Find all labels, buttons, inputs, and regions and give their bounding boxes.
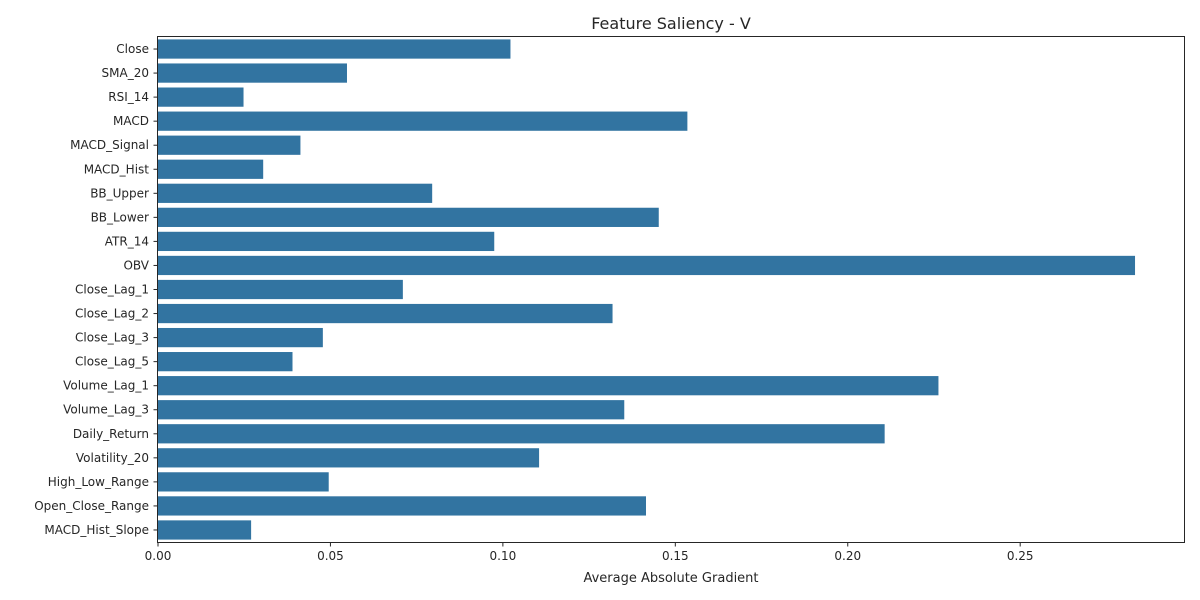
x-axis-label: Average Absolute Gradient xyxy=(583,571,758,586)
bar-volume-lag-1 xyxy=(158,376,939,396)
x-axis: 0.00 0.05 0.10 0.15 0.20 0.25 xyxy=(145,542,1034,563)
x-tick-label: 0.20 xyxy=(834,549,861,563)
bars-layer xyxy=(158,39,1136,540)
y-tick-label: Close_Lag_5 xyxy=(75,355,149,369)
y-axis: Close SMA_20 RSI_14 MACD MACD_Signal MACD_His… xyxy=(34,42,158,537)
bar-macd-hist xyxy=(158,159,264,179)
bar-sma-20 xyxy=(158,63,347,83)
y-tick-label: BB_Lower xyxy=(91,210,149,224)
bar-bb-upper xyxy=(158,183,433,203)
bar-close-lag-5 xyxy=(158,352,293,372)
y-tick-label: Close xyxy=(116,42,149,56)
plot-frame xyxy=(157,36,1185,543)
y-tick-label: RSI_14 xyxy=(108,90,149,104)
x-tick-label: 0.15 xyxy=(662,549,689,563)
y-tick-label: MACD_Signal xyxy=(70,138,149,152)
bar-macd xyxy=(158,111,688,131)
y-tick-label: Volatility_20 xyxy=(76,451,149,465)
y-tick-label: Open_Close_Range xyxy=(34,499,149,513)
bar-close-lag-2 xyxy=(158,303,613,324)
y-tick-label: Volume_Lag_1 xyxy=(63,379,149,393)
bar-bb-lower xyxy=(158,207,659,227)
bar-volatility-20 xyxy=(158,448,540,468)
bar-rsi-14 xyxy=(158,87,244,107)
y-tick-label: Close_Lag_2 xyxy=(75,307,149,321)
bar-atr-14 xyxy=(158,231,495,252)
x-tick-label: 0.10 xyxy=(490,549,517,563)
x-tick-label: 0.25 xyxy=(1007,549,1034,563)
y-tick-label: ATR_14 xyxy=(105,234,149,248)
bar-close-lag-3 xyxy=(158,327,323,348)
y-tick-label: BB_Upper xyxy=(90,186,149,200)
y-tick-label: Close_Lag_1 xyxy=(75,283,149,297)
x-tick-label: 0.00 xyxy=(145,549,172,563)
bar-macd-signal xyxy=(158,135,301,155)
y-tick-label: MACD xyxy=(113,114,149,128)
bar-daily-return xyxy=(158,424,885,444)
y-tick-label: SMA_20 xyxy=(102,66,149,80)
y-tick-label: MACD_Hist_Slope xyxy=(44,523,149,537)
bar-macd-hist-slope xyxy=(158,520,252,540)
bar-high-low-range xyxy=(158,472,329,492)
y-tick-label: Close_Lag_3 xyxy=(75,331,149,345)
bar-volume-lag-3 xyxy=(158,400,625,420)
chart-title: Feature Saliency - V xyxy=(591,14,751,33)
y-tick-label: MACD_Hist xyxy=(84,162,150,176)
y-tick-label: Volume_Lag_3 xyxy=(63,403,149,417)
bar-close xyxy=(158,39,511,59)
bar-obv xyxy=(158,255,1136,276)
bar-close-lag-1 xyxy=(158,279,403,300)
y-tick-label: High_Low_Range xyxy=(48,475,149,489)
bar-open-close-range xyxy=(158,496,646,516)
y-tick-label: OBV xyxy=(123,258,149,272)
x-tick-label: 0.05 xyxy=(317,549,344,563)
y-tick-label: Daily_Return xyxy=(73,427,149,441)
